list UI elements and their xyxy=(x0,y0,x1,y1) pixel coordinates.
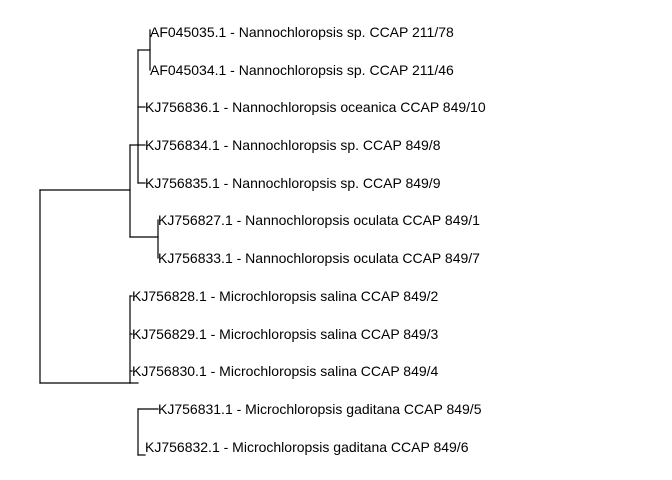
leaf-label: KJ756832.1 - Microchloropsis gaditana CC… xyxy=(145,439,469,455)
leaf-label: KJ756827.1 - Nannochloropsis oculata CCA… xyxy=(158,212,480,228)
tree-leaf-labels: AF045035.1 - Nannochloropsis sp. CCAP 21… xyxy=(132,24,486,455)
leaf-label: KJ756833.1 - Nannochloropsis oculata CCA… xyxy=(158,250,480,266)
leaf-label: KJ756829.1 - Microchloropsis salina CCAP… xyxy=(132,326,439,342)
leaf-label: KJ756834.1 - Nannochloropsis sp. CCAP 84… xyxy=(145,137,441,153)
leaf-label: KJ756828.1 - Microchloropsis salina CCAP… xyxy=(132,288,439,304)
leaf-label: KJ756831.1 - Microchloropsis gaditana CC… xyxy=(158,401,482,417)
tree-branches xyxy=(39,29,159,456)
leaf-label: AF045034.1 - Nannochloropsis sp. CCAP 21… xyxy=(150,62,454,78)
leaf-label: KJ756830.1 - Microchloropsis salina CCAP… xyxy=(132,363,439,379)
leaf-label: KJ756835.1 - Nannochloropsis sp. CCAP 84… xyxy=(145,175,441,191)
leaf-label: KJ756836.1 - Nannochloropsis oceanica CC… xyxy=(145,99,486,115)
leaf-label: AF045035.1 - Nannochloropsis sp. CCAP 21… xyxy=(150,24,454,40)
